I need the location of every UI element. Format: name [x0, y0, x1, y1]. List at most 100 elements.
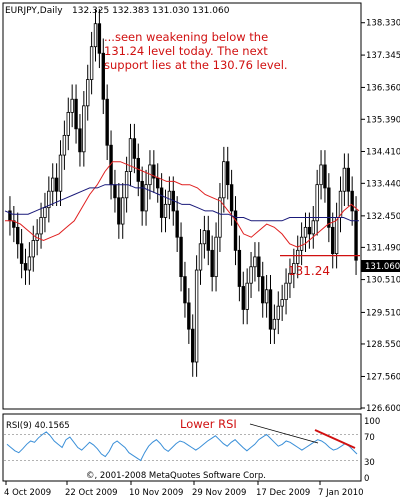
- rsi-divergence-line: [314, 429, 356, 449]
- rsi-label: RSI(9) 40.1565: [6, 421, 70, 431]
- price-tick-label: 136.360: [366, 83, 400, 93]
- candle-body: [132, 138, 137, 159]
- candle-body: [175, 210, 179, 238]
- candle-body: [70, 98, 74, 113]
- candle-body: [47, 190, 51, 209]
- candle-body: [237, 249, 242, 287]
- candle-body: [179, 236, 183, 278]
- copyright-text: ©, 2001-2008 MetaQuotes Software Corp.: [86, 471, 266, 481]
- candle-body: [16, 226, 20, 245]
- candle-body: [280, 299, 284, 307]
- price-tick-label: 132.450: [366, 212, 400, 222]
- rsi-tick-100: 100: [364, 417, 380, 427]
- candle-body: [39, 217, 43, 235]
- main-plot-frame: [2, 2, 362, 410]
- date-axis: 4 Oct 2009 22 Oct 2009 10 Nov 2009 29 Nov 2…: [4, 481, 364, 498]
- candle-body: [206, 230, 210, 251]
- candle-body: [144, 184, 148, 212]
- candle-body: [319, 164, 323, 186]
- candle-body: [82, 105, 86, 153]
- annotation-line-3: support lies at the 130.76 level.: [104, 58, 288, 72]
- candle-body: [167, 190, 172, 205]
- price-tick-label: 137.345: [366, 51, 400, 61]
- candle-body: [299, 236, 304, 251]
- candle-body: [183, 276, 187, 304]
- rsi-tick-0: 0: [364, 474, 369, 484]
- candle-body: [288, 272, 292, 284]
- candle-body: [327, 187, 331, 228]
- annotation-line-2: 131.24 level today. The next: [104, 44, 268, 58]
- date-tick-label: 7 Jan 2010: [318, 488, 364, 498]
- candle-body: [191, 328, 195, 363]
- moving-average-slow: [4, 184, 359, 222]
- rsi-plot-frame: [2, 413, 362, 482]
- price-tick-label: 133.440: [366, 179, 400, 189]
- candle-body: [334, 217, 339, 255]
- candle-body: [229, 184, 234, 212]
- candle-body: [51, 177, 55, 192]
- candle-body: [214, 236, 218, 278]
- candle-body: [194, 269, 199, 363]
- candle-body: [346, 167, 350, 192]
- lower-rsi-label: Lower RSI: [180, 417, 237, 431]
- price-tick-label: 127.560: [366, 372, 400, 382]
- candle-body: [292, 263, 296, 274]
- candle-body: [54, 177, 59, 192]
- price-tick-label: 126.600: [366, 404, 400, 414]
- candle-body: [342, 167, 347, 192]
- candle-body: [159, 187, 164, 218]
- candle-body: [128, 138, 133, 172]
- candle-body: [121, 197, 125, 225]
- candle-body: [62, 134, 67, 156]
- candle-body: [117, 197, 121, 225]
- current-price-box: [361, 260, 400, 272]
- candle-body: [222, 161, 226, 199]
- candle-body: [218, 197, 222, 238]
- price-tick-label: 129.510: [366, 308, 400, 318]
- candle-body: [140, 180, 144, 212]
- candle-body: [210, 249, 214, 278]
- candle-body: [276, 305, 280, 320]
- current-price-label: 131.060: [365, 262, 400, 272]
- candle-body: [331, 226, 335, 255]
- support-level-label: 131.24: [288, 264, 330, 278]
- candle-body: [97, 23, 102, 54]
- candle-body: [245, 282, 249, 310]
- moving-average-fast: [5, 161, 360, 248]
- candle-body: [58, 154, 63, 192]
- price-axis: 138.330 137.345 136.360 135.390 134.410 133.4…: [361, 19, 400, 414]
- rsi-plot-marks: [4, 423, 360, 462]
- date-tick-label: 4 Oct 2009: [4, 488, 51, 498]
- candle-body: [101, 52, 105, 100]
- candle-body: [74, 98, 78, 130]
- price-tick-label: 138.330: [366, 19, 400, 29]
- date-tick-label: 10 Nov 2009: [129, 488, 183, 498]
- price-tick-label: 131.490: [366, 243, 400, 253]
- candle-body: [264, 289, 269, 304]
- rsi-trend-pointer: [249, 423, 319, 444]
- candle-body: [268, 289, 273, 330]
- candle-body: [93, 23, 98, 48]
- candle-body: [257, 256, 261, 278]
- candle-body: [296, 249, 300, 264]
- candle-body: [152, 164, 156, 179]
- rsi-tick-70: 70: [364, 433, 375, 443]
- candle-body: [323, 164, 327, 189]
- rsi-tick-30: 30: [364, 458, 375, 468]
- candle-body: [253, 256, 257, 268]
- candle-body: [307, 226, 312, 235]
- candle-body: [315, 184, 319, 222]
- date-tick-label: 22 Oct 2009: [65, 488, 118, 498]
- price-tick-label: 134.410: [366, 147, 400, 157]
- candle-body: [78, 128, 82, 153]
- price-tick-label: 130.510: [366, 276, 400, 286]
- annotation-line-1: ...seen weakening below the: [104, 30, 268, 44]
- candle-body: [249, 266, 253, 284]
- candle-body: [187, 302, 191, 330]
- chart-ohlc-values: 132.325 132.383 131.030 131.060: [72, 6, 230, 16]
- candle-body: [66, 111, 70, 136]
- candle-body: [113, 184, 117, 199]
- candle-body: [272, 318, 277, 330]
- candle-body: [89, 46, 94, 80]
